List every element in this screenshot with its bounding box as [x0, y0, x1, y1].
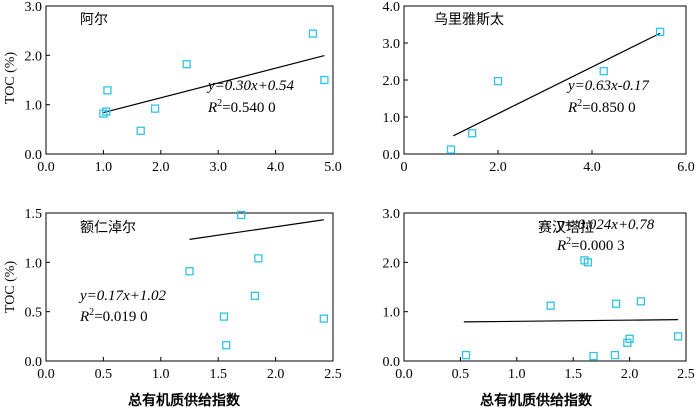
- x-tick-label: 1.5: [564, 367, 582, 382]
- panel-title: 乌里雅斯太: [434, 12, 504, 28]
- x-tick-label: 1.5: [209, 367, 227, 382]
- chart-panel-1: 0.0 1.0 2.0 3.0 4.0 5.0 0.0 1.0 2.0 3.0 阿尔 y=0.30x+…: [25, 0, 342, 175]
- x-axis-label-left: 总有机质供给指数: [128, 392, 241, 409]
- panel-title: 阿尔: [80, 12, 108, 28]
- y-tick-label: 1.5: [25, 207, 43, 222]
- data-point: [250, 291, 260, 301]
- x-tick-label: 0.0: [37, 367, 55, 382]
- y-axis-label-bottom: TOC (%): [3, 261, 18, 314]
- y-tick-label: 1.0: [383, 111, 401, 126]
- x-tick-label: 2.0: [152, 160, 170, 175]
- data-point: [185, 267, 194, 276]
- data-point: [611, 299, 621, 308]
- data-point: [493, 76, 503, 86]
- y-tick-label: 2.0: [383, 74, 401, 89]
- y-tick-label: 1.0: [25, 99, 43, 114]
- data-point: [254, 254, 263, 263]
- data-point: [219, 312, 229, 321]
- panel-title: 赛汉塔拉: [538, 220, 594, 236]
- x-tick-label: 1.0: [508, 367, 526, 382]
- data-point: [583, 258, 593, 267]
- data-point: [673, 332, 683, 341]
- x-tick-label: 2.0: [621, 367, 639, 382]
- y-tick-label: 4.0: [383, 0, 401, 15]
- x-tick-label: 1.0: [95, 160, 113, 175]
- data-point: [182, 60, 191, 69]
- regression-equation: y= 0.024x+0.78: [555, 217, 655, 233]
- x-tick-label: 3.0: [209, 160, 227, 175]
- x-tick-label: 4.0: [267, 160, 285, 175]
- r-squared: R2=0.000 3: [556, 236, 625, 254]
- data-point: [222, 341, 231, 350]
- x-tick-label: 4.0: [583, 160, 601, 175]
- data-point: [320, 75, 329, 85]
- data-point: [237, 210, 246, 220]
- y-tick-label: 2.0: [383, 256, 401, 271]
- regression-line: [103, 54, 325, 114]
- y-tick-label: 0.5: [25, 306, 43, 321]
- data-point: [461, 350, 471, 360]
- chart-panel-2: 0 2.0 4.0 6.0 0.0 1.0 2.0 3.0 4.0 乌里雅斯太 y=0.63x-0.…: [383, 0, 695, 175]
- regression-line: [453, 32, 661, 137]
- regression-equation: y=0.63x-0.17: [566, 78, 650, 94]
- data-point: [319, 314, 328, 323]
- x-tick-label: 0.5: [95, 367, 113, 382]
- x-tick-label: 2.5: [677, 367, 695, 382]
- data-point: [103, 86, 112, 95]
- data-point: [467, 129, 477, 138]
- x-tick-label: 0.0: [37, 160, 55, 175]
- y-tick-label: 3.0: [383, 37, 401, 52]
- data-point: [150, 104, 160, 113]
- regression-equation: y=0.17x+1.02: [78, 288, 167, 304]
- x-tick-label: 2.5: [324, 367, 342, 382]
- x-tick-label: 2.0: [489, 160, 507, 175]
- data-point: [546, 301, 555, 310]
- r-squared: R2=0.540 0: [207, 98, 276, 116]
- r-squared: R2=0.019 0: [79, 307, 148, 325]
- regression-line: [189, 219, 324, 240]
- y-tick-label: 3.0: [383, 207, 401, 222]
- y-axis-label-top: TOC (%): [3, 52, 18, 105]
- x-tick-label: 6.0: [677, 160, 695, 175]
- regression-equation: y=0.30x+0.54: [206, 78, 295, 94]
- y-tick-label: 3.0: [25, 0, 43, 15]
- y-tick-label: 0.0: [25, 148, 43, 163]
- data-point: [446, 145, 456, 154]
- y-tick-label: 1.0: [383, 306, 401, 321]
- x-tick-label: 0.0: [395, 367, 413, 382]
- data-point: [625, 334, 634, 343]
- plot-frame: [45, 212, 334, 362]
- x-tick-label: 0: [401, 160, 408, 175]
- regression-line: [463, 319, 679, 323]
- data-point: [589, 351, 598, 361]
- x-tick-label: 5.0: [324, 160, 342, 175]
- x-tick-label: 0.5: [452, 367, 470, 382]
- data-point: [599, 66, 608, 76]
- x-axis-label-right: 总有机质供给指数: [480, 392, 593, 409]
- plot-frame: [45, 5, 334, 155]
- data-point: [656, 27, 665, 37]
- y-tick-label: 2.0: [25, 49, 43, 64]
- data-point: [308, 29, 318, 38]
- x-tick-label: 2.0: [267, 367, 285, 382]
- y-tick-label: 0.0: [383, 355, 401, 370]
- data-point: [102, 107, 111, 116]
- chart-panel-3: 0.0 0.5 1.0 1.5 2.0 2.5 0.0 0.5 1.0 1.5 额仁淖尔 y=0.17…: [25, 207, 342, 382]
- y-tick-label: 0.0: [383, 148, 401, 163]
- y-tick-label: 1.0: [25, 256, 43, 271]
- data-point: [636, 297, 646, 306]
- y-tick-label: 0.0: [25, 355, 43, 370]
- data-point: [136, 126, 145, 135]
- data-point: [610, 350, 620, 360]
- panel-title: 额仁淖尔: [80, 220, 136, 236]
- r-squared: R2=0.850 0: [567, 98, 636, 116]
- plot-frame: [403, 212, 687, 362]
- x-tick-label: 1.0: [152, 367, 170, 382]
